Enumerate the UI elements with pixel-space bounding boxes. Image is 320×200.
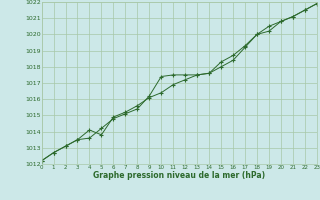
X-axis label: Graphe pression niveau de la mer (hPa): Graphe pression niveau de la mer (hPa) (93, 171, 265, 180)
